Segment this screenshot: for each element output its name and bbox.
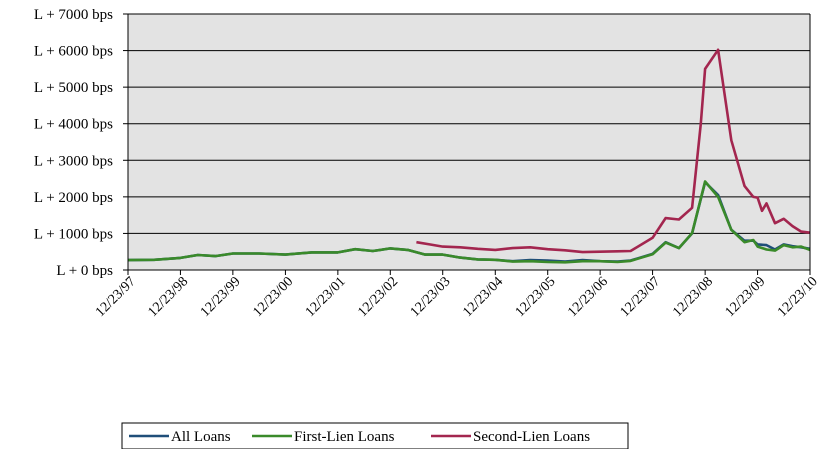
x-tick-label: 12/23/98 [145,274,191,320]
legend: All Loans First-Lien Loans Second-Lien Loa… [121,422,629,449]
y-tick-label: L + 1000 bps [34,226,113,242]
legend-box [121,422,629,449]
y-tick-label: L + 5000 bps [34,80,113,96]
grid-lines [128,13,810,234]
x-tick-label: 12/23/00 [250,274,296,320]
x-tick-label: 12/23/99 [198,274,244,320]
x-tick-labels: 12/23/97 12/23/98 12/23/99 12/23/00 12/23/01… [93,270,821,320]
x-tick-label: 12/23/97 [93,274,139,320]
y-tick-label: L + 2000 bps [34,190,113,206]
y-tick-labels: L + 0 bps L + 1000 bps L + 2000 bps L + 300… [34,7,128,279]
y-tick-label: L + 3000 bps [34,153,113,169]
legend-label: All Loans [171,429,231,445]
series-line [127,180,811,264]
series-lines [127,48,811,264]
y-tick-label: L + 6000 bps [34,44,113,60]
x-tick-label: 12/23/04 [460,274,506,320]
plot-background [128,14,810,270]
x-tick-label: 12/23/03 [408,274,454,320]
legend-label: First-Lien Loans [294,429,395,445]
y-tick-label: L + 7000 bps [34,7,113,23]
series-line [416,48,811,254]
y-tick-label: L + 0 bps [56,263,113,279]
x-tick-label: 12/23/07 [618,274,664,320]
x-tick-label: 12/23/01 [303,274,349,320]
x-tick-label: 12/23/09 [723,274,769,320]
x-tick-label: 12/23/10 [775,274,821,320]
axes [127,14,811,271]
x-tick-label: 12/23/05 [513,274,559,320]
x-tick-label: 12/23/06 [565,274,611,320]
x-tick-label: 12/23/02 [355,274,401,320]
legend-label: Second-Lien Loans [473,429,590,445]
y-tick-label: L + 4000 bps [34,117,113,133]
x-tick-label: 12/23/08 [670,274,716,320]
plot-area [128,14,810,270]
